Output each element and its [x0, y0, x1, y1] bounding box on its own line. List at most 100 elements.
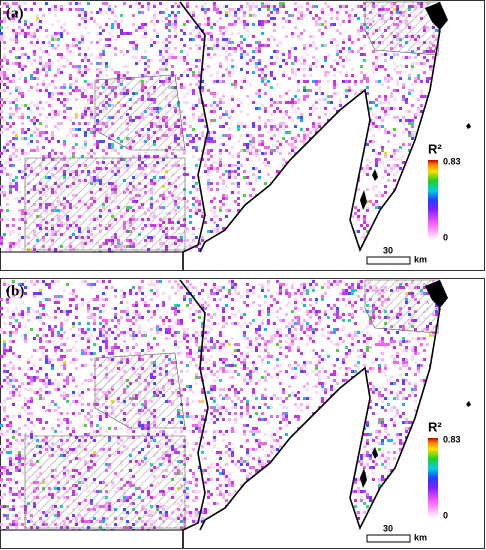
raster-pixel — [183, 50, 186, 53]
raster-pixel — [228, 370, 231, 373]
raster-pixel — [270, 74, 273, 77]
raster-pixel — [126, 50, 129, 53]
raster-pixel — [228, 478, 231, 481]
raster-pixel — [291, 119, 294, 122]
raster-pixel — [387, 140, 390, 143]
raster-pixel — [294, 8, 297, 11]
raster-pixel — [183, 95, 186, 98]
raster-pixel — [159, 2, 162, 5]
raster-pixel — [120, 20, 123, 23]
raster-pixel — [192, 239, 195, 242]
raster-pixel — [246, 23, 249, 26]
raster-pixel — [84, 65, 87, 68]
raster-pixel — [357, 364, 360, 367]
raster-pixel — [366, 80, 369, 83]
raster-pixel — [240, 8, 243, 11]
raster-pixel — [21, 32, 24, 35]
raster-pixel — [225, 41, 228, 44]
raster-pixel — [198, 400, 201, 403]
raster-pixel — [114, 47, 117, 50]
raster-pixel — [312, 17, 315, 20]
raster-pixel — [93, 134, 96, 137]
raster-pixel — [315, 128, 318, 131]
raster-pixel — [189, 134, 192, 137]
raster-pixel — [30, 388, 33, 391]
raster-pixel — [75, 113, 78, 116]
raster-pixel — [351, 343, 354, 346]
raster-pixel — [222, 74, 225, 77]
raster-pixel — [228, 170, 231, 173]
raster-pixel — [342, 47, 345, 50]
raster-pixel — [60, 53, 63, 56]
raster-pixel — [357, 29, 360, 32]
raster-pixel — [222, 173, 225, 176]
raster-pixel — [378, 457, 381, 460]
raster-pixel — [21, 113, 24, 116]
raster-pixel — [18, 200, 21, 203]
raster-pixel — [69, 74, 72, 77]
raster-pixel — [396, 80, 399, 83]
raster-pixel — [258, 62, 261, 65]
raster-pixel — [204, 164, 207, 167]
raster-pixel — [345, 80, 348, 83]
raster-pixel — [246, 182, 249, 185]
raster-pixel — [60, 86, 63, 89]
raster-pixel — [276, 56, 279, 59]
raster-pixel — [285, 59, 288, 62]
raster-pixel — [336, 17, 339, 20]
raster-pixel — [105, 65, 108, 68]
raster-pixel — [132, 44, 135, 47]
raster-pixel — [285, 131, 288, 134]
raster-pixel — [192, 116, 195, 119]
raster-pixel — [57, 98, 60, 101]
raster-pixel — [177, 286, 180, 289]
raster-pixel — [114, 71, 117, 74]
raster-pixel — [144, 352, 147, 355]
raster-pixel — [345, 95, 348, 98]
raster-pixel — [150, 289, 153, 292]
raster-pixel — [180, 83, 183, 86]
raster-pixel — [420, 80, 423, 83]
raster-pixel — [354, 14, 357, 17]
raster-pixel — [69, 86, 72, 89]
raster-pixel — [369, 41, 372, 44]
raster-pixel — [255, 68, 258, 71]
raster-pixel — [108, 65, 111, 68]
raster-pixel — [180, 50, 183, 53]
raster-pixel — [243, 20, 246, 23]
raster-pixel — [342, 59, 345, 62]
raster-pixel — [270, 128, 273, 131]
legend-max: 0.83 — [443, 156, 461, 166]
raster-pixel — [372, 140, 375, 143]
raster-pixel — [192, 155, 195, 158]
raster-pixel — [96, 143, 99, 146]
raster-pixel — [399, 119, 402, 122]
raster-pixel — [261, 394, 264, 397]
raster-pixel — [243, 194, 246, 197]
raster-pixel — [138, 59, 141, 62]
raster-pixel — [135, 50, 138, 53]
raster-pixel — [39, 62, 42, 65]
raster-pixel — [66, 107, 69, 110]
raster-pixel — [309, 316, 312, 319]
raster-pixel — [189, 209, 192, 212]
raster-pixel — [210, 164, 213, 167]
raster-pixel — [213, 215, 216, 218]
raster-pixel — [45, 373, 48, 376]
raster-pixel — [171, 328, 174, 331]
raster-pixel — [105, 337, 108, 340]
raster-pixel — [312, 41, 315, 44]
raster-pixel — [0, 152, 3, 155]
raster-pixel — [408, 131, 411, 134]
raster-pixel — [9, 80, 12, 83]
raster-pixel — [225, 5, 228, 8]
raster-pixel — [222, 316, 225, 319]
raster-pixel — [132, 47, 135, 50]
raster-pixel — [408, 92, 411, 95]
raster-pixel — [279, 152, 282, 155]
raster-pixel — [366, 173, 369, 176]
raster-pixel — [48, 152, 51, 155]
island — [425, 2, 448, 30]
raster-pixel — [342, 358, 345, 361]
raster-pixel — [12, 2, 15, 5]
